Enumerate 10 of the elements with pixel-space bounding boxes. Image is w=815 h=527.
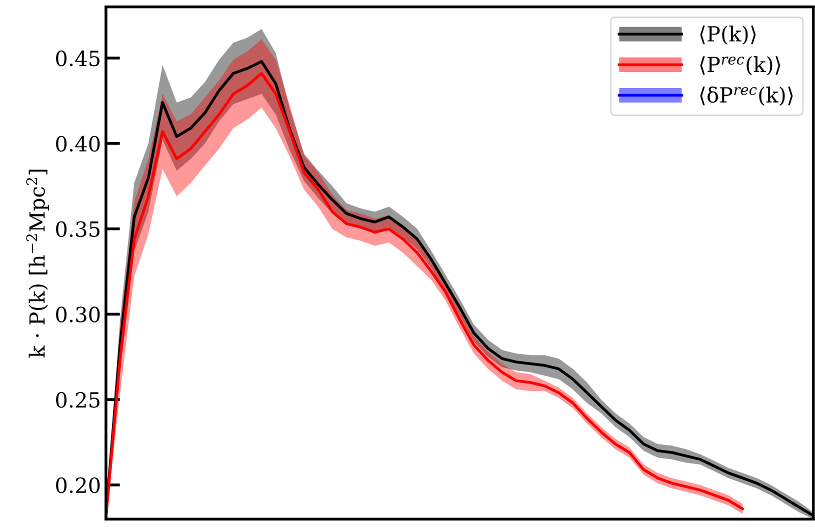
legend-label: ⟨P(k)⟩ (700, 26, 756, 45)
legend-label: ⟨P$^{rec}$(k)⟩ (700, 56, 780, 76)
y-tick-label: 0.30 (56, 306, 100, 322)
y-tick-label: 0.20 (56, 477, 100, 494)
y-tick-label: 0.35 (56, 221, 100, 238)
y-tick-label: 0.40 (56, 136, 100, 152)
y-tick-label: 0.45 (56, 50, 100, 66)
y-tick-label: 0.25 (56, 392, 100, 408)
legend-label: ⟨δP$^{rec}$(k)⟩ (700, 86, 793, 106)
y-axis-title: k · P(k) [h$^{−2}$Mpc$^{2}$] (26, 170, 49, 358)
